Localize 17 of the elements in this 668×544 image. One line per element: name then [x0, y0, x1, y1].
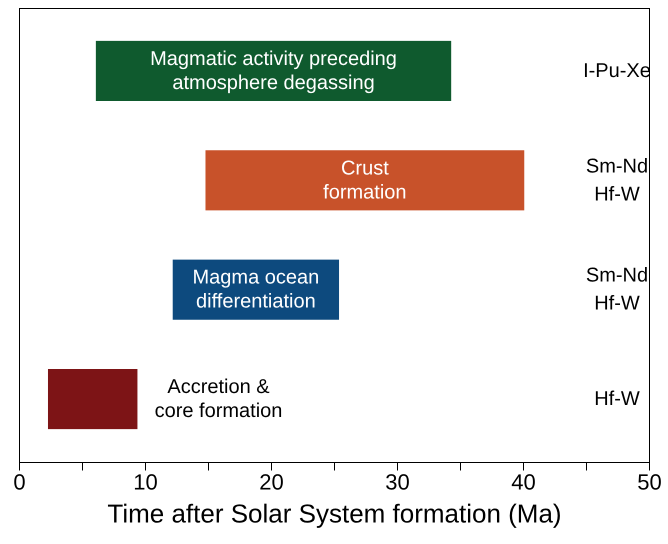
- annotation: Magma ocean differentiation: [192, 266, 320, 313]
- x-tick-label: 10: [133, 470, 158, 494]
- x-tick-label: 50: [637, 470, 662, 494]
- annotation: Magmatic activity preceding atmosphere degassing: [150, 48, 397, 94]
- annotation: Sm-Nd Hf-W: [586, 155, 648, 206]
- annotation: Hf-W: [594, 388, 640, 410]
- x-tick-label: 0: [13, 470, 26, 494]
- annotation: Crust formation: [323, 157, 407, 204]
- x-tick-label: 40: [511, 470, 536, 494]
- bar: [205, 150, 524, 210]
- x-tick-label: 30: [385, 470, 410, 494]
- annotation: I-Pu-Xe: [583, 60, 651, 82]
- annotation: Accretion & core formation: [154, 376, 282, 422]
- annotation: Sm-Nd Hf-W: [586, 264, 648, 315]
- bar: [48, 369, 138, 430]
- x-axis-title: Time after Solar System formation (Ma): [107, 498, 562, 528]
- x-tick-label: 20: [259, 470, 284, 494]
